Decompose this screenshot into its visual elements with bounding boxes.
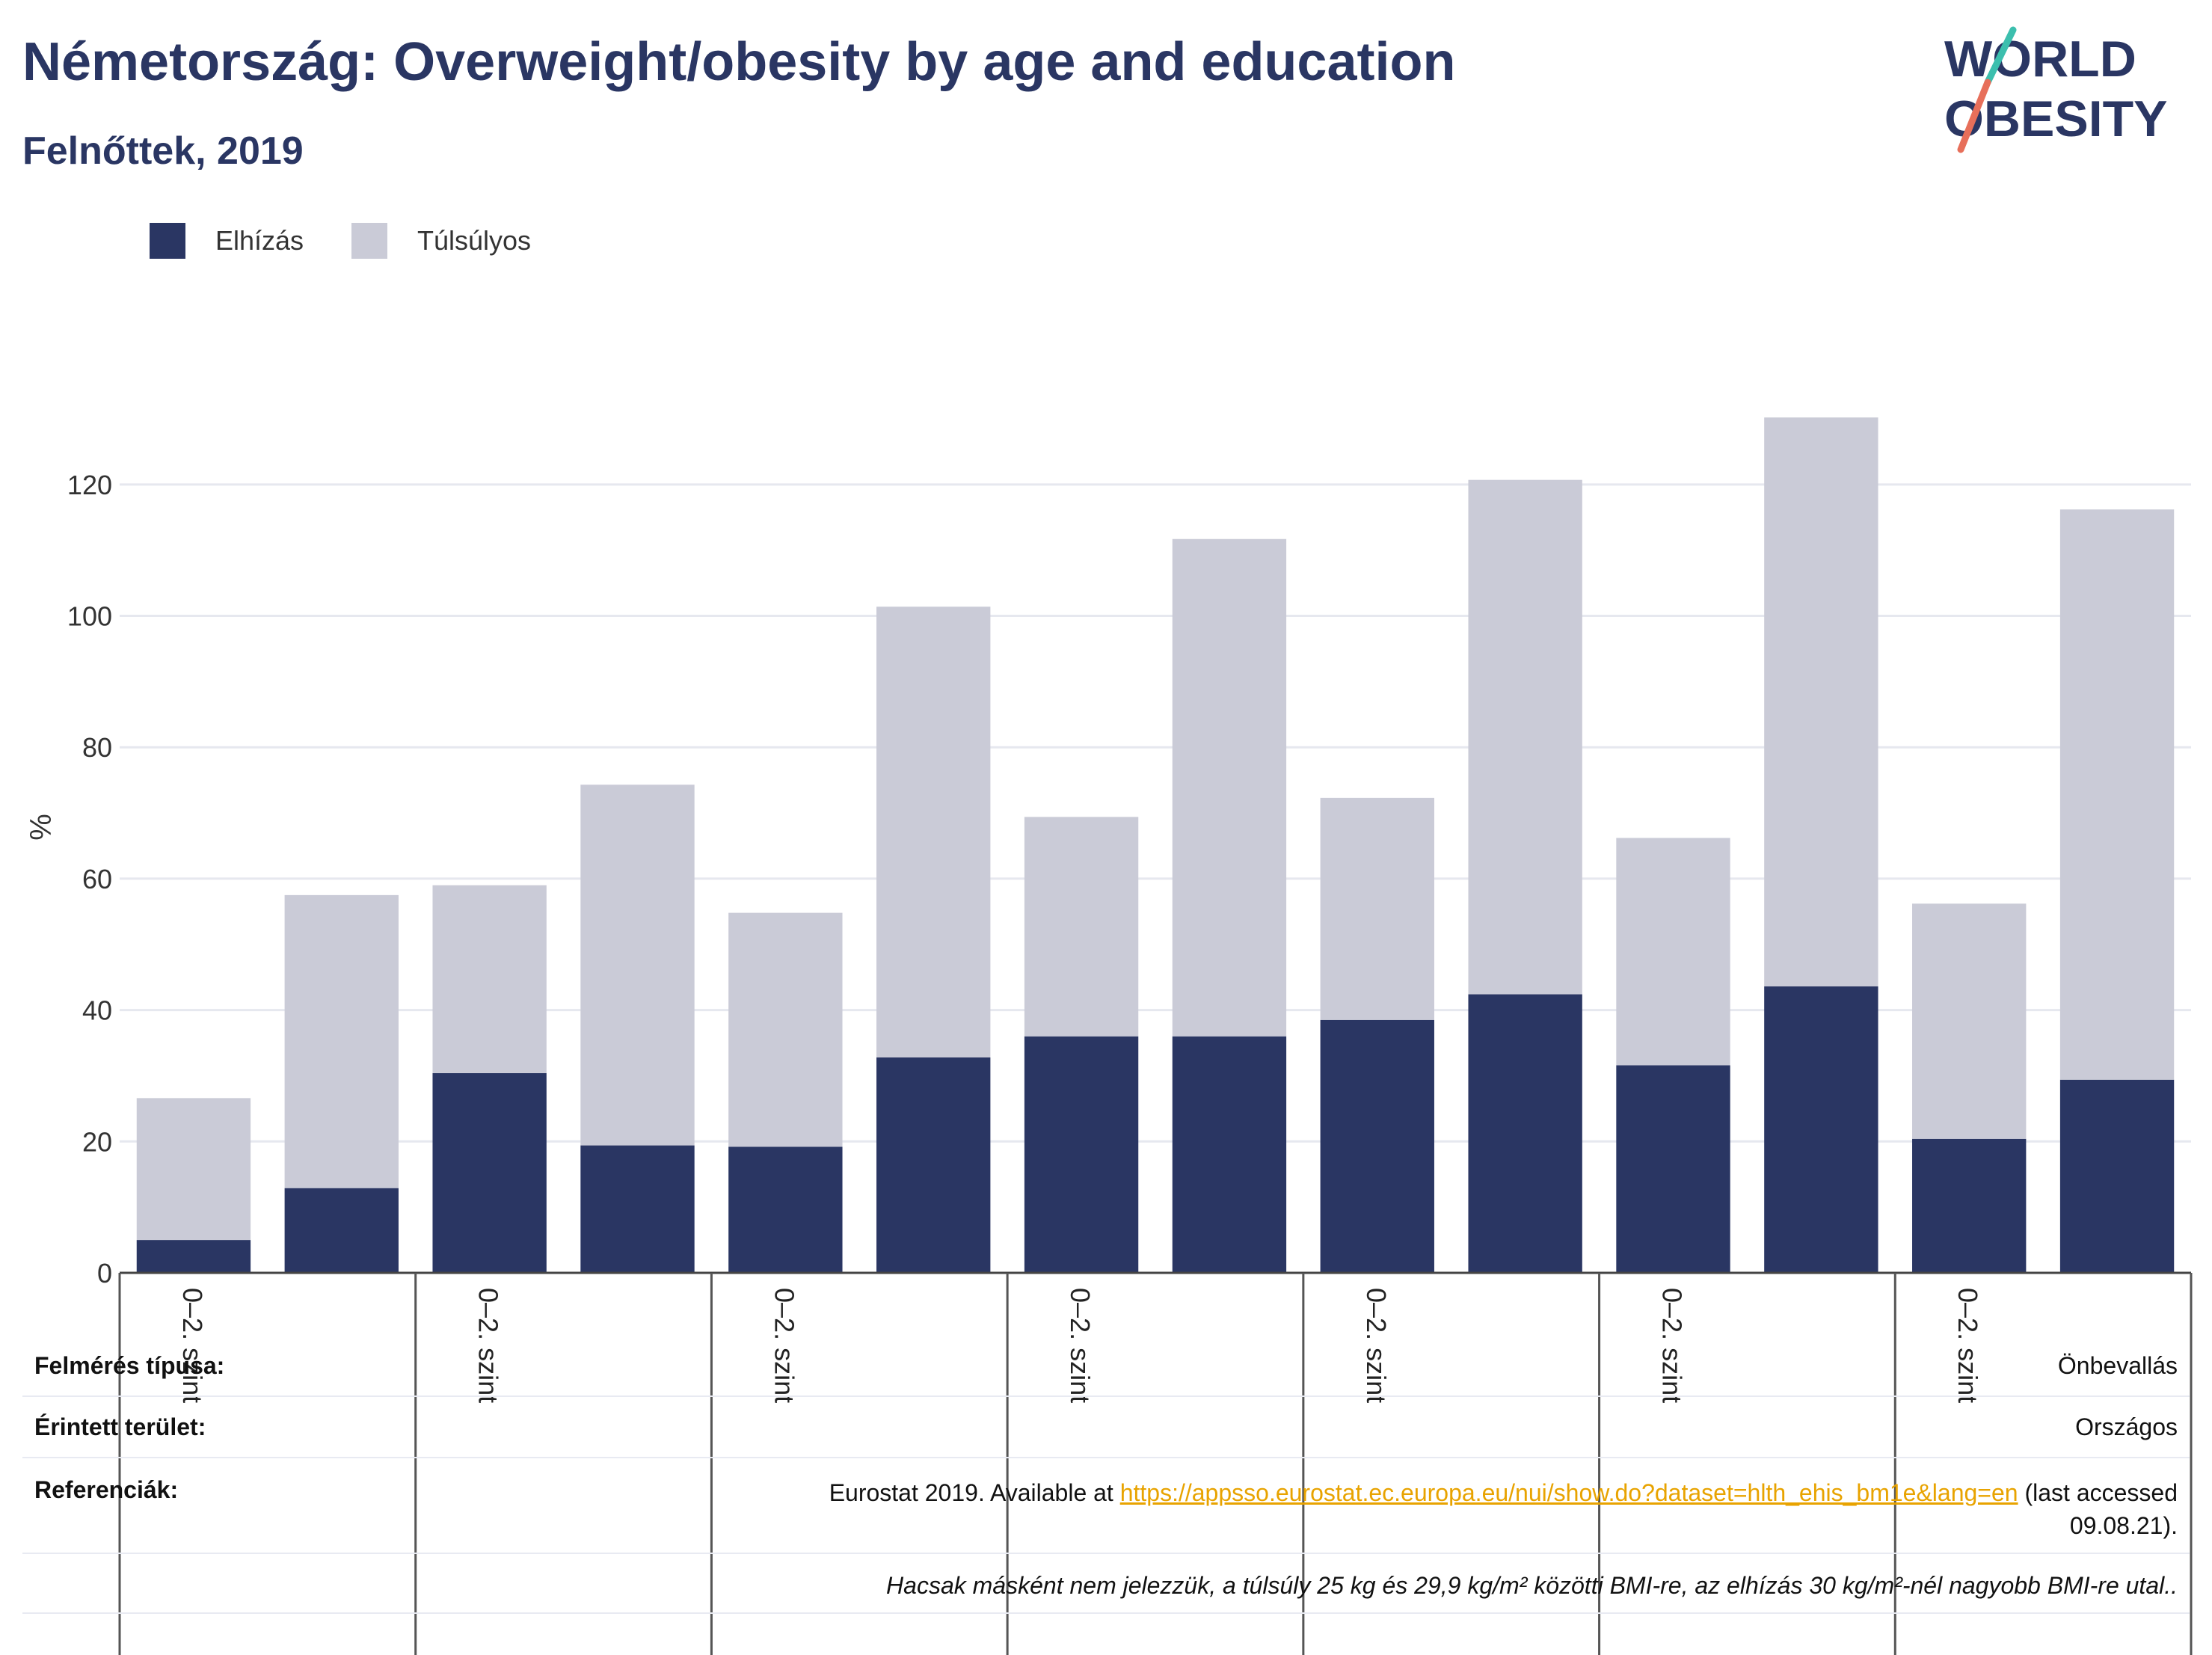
bar-obesity <box>1172 1036 1287 1273</box>
chart-subtitle: Felnőttek, 2019 <box>22 129 304 173</box>
bar-overweight <box>432 885 547 1073</box>
bar-overweight <box>1912 903 2027 1139</box>
bar-overweight <box>1172 538 1287 1037</box>
meta-divider <box>22 1553 2190 1554</box>
meta-note-row: Hacsak másként nem jelezzük, a túlsúly 2… <box>22 1572 2190 1609</box>
logo-slash-coral <box>1957 79 1991 153</box>
reference-value: Eurostat 2019. Available at https://apps… <box>829 1476 2178 1542</box>
bar-overweight <box>580 784 695 1146</box>
bar-overweight <box>1616 838 1730 1066</box>
legend-swatch-overweight <box>351 223 387 259</box>
area-value: Országos <box>2075 1413 2178 1440</box>
bar-obesity <box>1764 986 1878 1273</box>
bar-overweight <box>2059 509 2175 1080</box>
y-tick-label: 120 <box>67 470 112 500</box>
y-axis-label: % <box>25 814 58 841</box>
group-label: 0–2. szint <box>1361 1288 1392 1403</box>
survey-label: Felmérés típusa: <box>34 1352 225 1379</box>
bar-obesity <box>1320 1019 1434 1273</box>
meta-reference-row: Referenciák: Eurostat 2019. Available at… <box>22 1476 2190 1551</box>
survey-value: Önbevallás <box>2057 1352 2178 1379</box>
meta-divider <box>22 1612 2190 1614</box>
bar-obesity <box>728 1146 843 1273</box>
bar-overweight <box>1320 797 1434 1020</box>
y-tick-label: 40 <box>82 995 112 1026</box>
bar-overweight <box>1468 479 1582 995</box>
chart-title: Németország: Overweight/obesity by age a… <box>22 32 1456 92</box>
reference-suffix: (last accessed <box>2018 1479 2178 1506</box>
meta-area-row: Érintett terület: Országos <box>22 1413 2190 1451</box>
legend-item-overweight[interactable]: Túlsúlyos <box>351 221 531 260</box>
y-tick-label: 80 <box>82 732 112 763</box>
bar-obesity <box>2059 1079 2175 1273</box>
reference-link[interactable]: https://appsso.eurostat.ec.europa.eu/nui… <box>1119 1479 2018 1506</box>
legend-label-obesity: Elhízás <box>215 225 304 256</box>
group-label: 0–2. szint <box>1657 1288 1688 1403</box>
legend-item-obesity[interactable]: Elhízás <box>150 221 304 260</box>
group-label: 0–2. szint <box>1953 1288 1983 1403</box>
legend-label-overweight: Túlsúlyos <box>417 225 532 256</box>
definition-note: Hacsak másként nem jelezzük, a túlsúly 2… <box>886 1572 2178 1599</box>
group-label: 0–2. szint <box>769 1288 799 1403</box>
bar-overweight <box>284 894 399 1188</box>
reference-date: 09.08.21). <box>2069 1512 2178 1539</box>
y-tick-label: 100 <box>67 601 112 632</box>
bar-obesity <box>1912 1138 2027 1273</box>
logo-word-1: WORLD <box>1944 31 2136 87</box>
area-label: Érintett terület: <box>34 1413 206 1440</box>
bar-overweight <box>136 1098 251 1241</box>
meta-survey-row: Felmérés típusa: Önbevallás <box>22 1352 2190 1390</box>
bar-overweight <box>1024 817 1139 1037</box>
bar-overweight <box>728 912 843 1147</box>
bar-obesity <box>136 1240 251 1273</box>
logo-slash-teal <box>1984 26 2017 86</box>
bar-obesity <box>284 1188 399 1273</box>
group-label: 0–2. szint <box>473 1288 504 1403</box>
y-tick-label: 20 <box>82 1126 112 1157</box>
group-label: 0–2. szint <box>1065 1288 1096 1403</box>
meta-divider <box>22 1457 2190 1458</box>
bar-overweight <box>876 607 991 1057</box>
bar-obesity <box>580 1145 695 1273</box>
legend-swatch-obesity <box>150 223 185 259</box>
bar-obesity <box>1616 1065 1730 1273</box>
bar-obesity <box>432 1072 547 1273</box>
bar-obesity <box>876 1057 991 1273</box>
y-tick-label: 0 <box>97 1258 112 1289</box>
world-obesity-logo: WORLD OBESITY <box>1944 26 2168 153</box>
bar-overweight <box>1764 417 1878 986</box>
bar-obesity <box>1024 1036 1139 1273</box>
bar-obesity <box>1468 994 1582 1273</box>
group-label: 0–2. szint <box>177 1288 208 1403</box>
reference-prefix: Eurostat 2019. Available at <box>829 1479 1120 1506</box>
reference-label: Referenciák: <box>34 1476 179 1503</box>
meta-divider <box>22 1395 2190 1397</box>
y-tick-label: 60 <box>82 864 112 894</box>
